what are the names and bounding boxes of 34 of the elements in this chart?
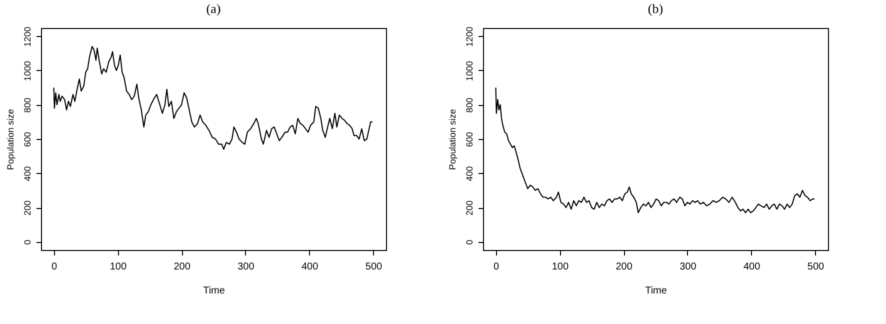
y-tick-label: 1000 <box>22 60 32 81</box>
chart-title: (b) <box>648 1 664 16</box>
x-tick-label: 0 <box>51 262 58 272</box>
y-tick-label: 600 <box>464 132 474 148</box>
y-tick-label: 400 <box>22 166 32 182</box>
line-series <box>53 46 374 150</box>
y-tick-label: 1200 <box>464 26 474 47</box>
y-tick-label: 200 <box>464 200 474 216</box>
x-tick-label: 100 <box>110 262 127 272</box>
x-tick-label: 500 <box>365 262 382 272</box>
x-tick-label: 400 <box>743 262 761 272</box>
y-tick-label: 0 <box>22 240 32 245</box>
line-series <box>495 87 816 214</box>
y-tick-label: 0 <box>464 240 474 245</box>
y-tick-label: 1000 <box>464 60 474 81</box>
x-tick-label: 500 <box>807 262 824 272</box>
x-axis-title: Time <box>203 286 226 296</box>
x-tick-label: 200 <box>174 262 191 272</box>
x-tick-label: 300 <box>238 262 255 272</box>
x-tick-label: 300 <box>680 262 697 272</box>
chart-title: (a) <box>206 1 221 16</box>
y-tick-label: 600 <box>22 132 32 148</box>
x-axis-title: Time <box>645 286 668 296</box>
y-tick-label: 200 <box>22 200 32 216</box>
y-axis-title: Population size <box>6 108 16 170</box>
y-axis-title: Population size <box>448 108 458 170</box>
y-tick-label: 1200 <box>22 26 32 47</box>
y-tick-label: 400 <box>464 166 474 182</box>
y-tick-label: 800 <box>464 98 474 113</box>
y-tick-label: 800 <box>22 98 32 113</box>
x-tick-label: 200 <box>616 262 633 272</box>
x-tick-label: 0 <box>493 262 500 272</box>
x-tick-label: 100 <box>552 262 569 272</box>
x-tick-label: 400 <box>301 262 319 272</box>
